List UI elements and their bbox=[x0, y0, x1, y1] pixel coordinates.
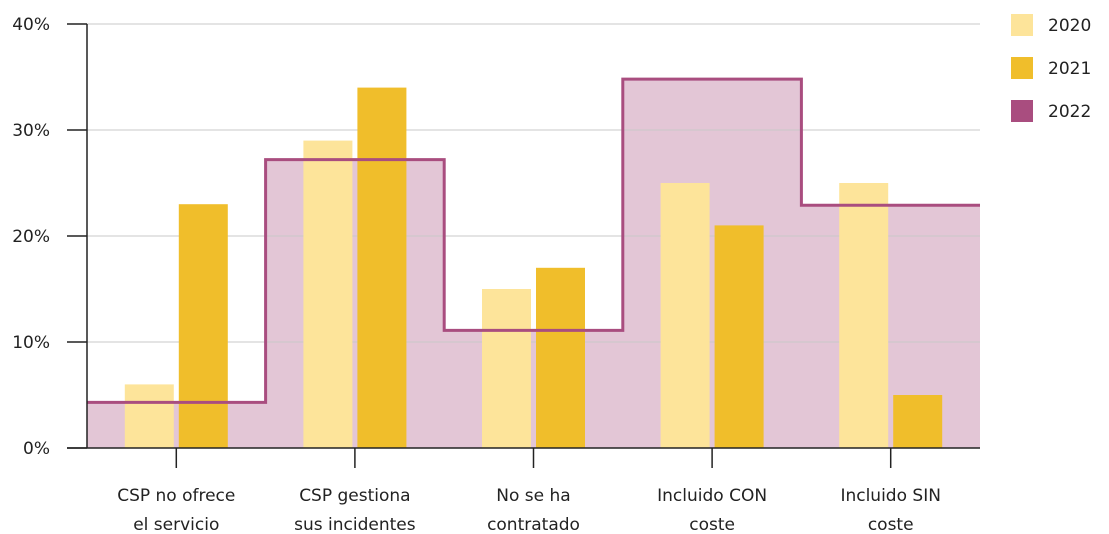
legend-swatch-2020 bbox=[1011, 14, 1033, 36]
series-2022-line bbox=[87, 77, 980, 404]
bar-2020-5 bbox=[839, 183, 889, 448]
x-tick-label: coste bbox=[689, 515, 735, 534]
x-tick-label: coste bbox=[868, 515, 914, 534]
x-tick-label: el servicio bbox=[133, 515, 219, 534]
y-tick-label: 10% bbox=[12, 333, 50, 353]
bar-2020-3 bbox=[482, 289, 531, 448]
bar-2021-3 bbox=[536, 267, 585, 448]
bar-2021-1 bbox=[178, 204, 228, 448]
bar-2021-2 bbox=[357, 87, 407, 448]
y-tick-label: 0% bbox=[23, 439, 50, 459]
legend-label-2020: 2020 bbox=[1048, 16, 1091, 36]
x-tick-label: Incluido CON bbox=[657, 486, 767, 506]
bar-2020-1 bbox=[124, 384, 174, 448]
bar-2021-4 bbox=[714, 225, 764, 448]
x-tick-label: contratado bbox=[487, 515, 580, 534]
legend-label-2021: 2021 bbox=[1048, 59, 1091, 79]
bar-2020-2 bbox=[303, 140, 353, 448]
y-tick-label: 40% bbox=[12, 15, 50, 35]
bar-2020-4 bbox=[660, 183, 710, 448]
y-tick-label: 20% bbox=[12, 227, 50, 247]
x-tick-label: Incluido SIN bbox=[840, 486, 940, 506]
x-tick-label: sus incidentes bbox=[294, 515, 416, 534]
legend-label-2022: 2022 bbox=[1048, 102, 1091, 122]
y-tick-label: 30% bbox=[12, 121, 50, 141]
x-tick-label: CSP gestiona bbox=[299, 486, 410, 506]
legend-swatch-2021 bbox=[1011, 57, 1033, 79]
bar-2021-5 bbox=[893, 395, 943, 448]
x-tick-label: No se ha bbox=[496, 486, 570, 506]
x-tick-label: CSP no ofrece bbox=[117, 486, 235, 506]
legend-swatch-2022 bbox=[1011, 100, 1033, 122]
